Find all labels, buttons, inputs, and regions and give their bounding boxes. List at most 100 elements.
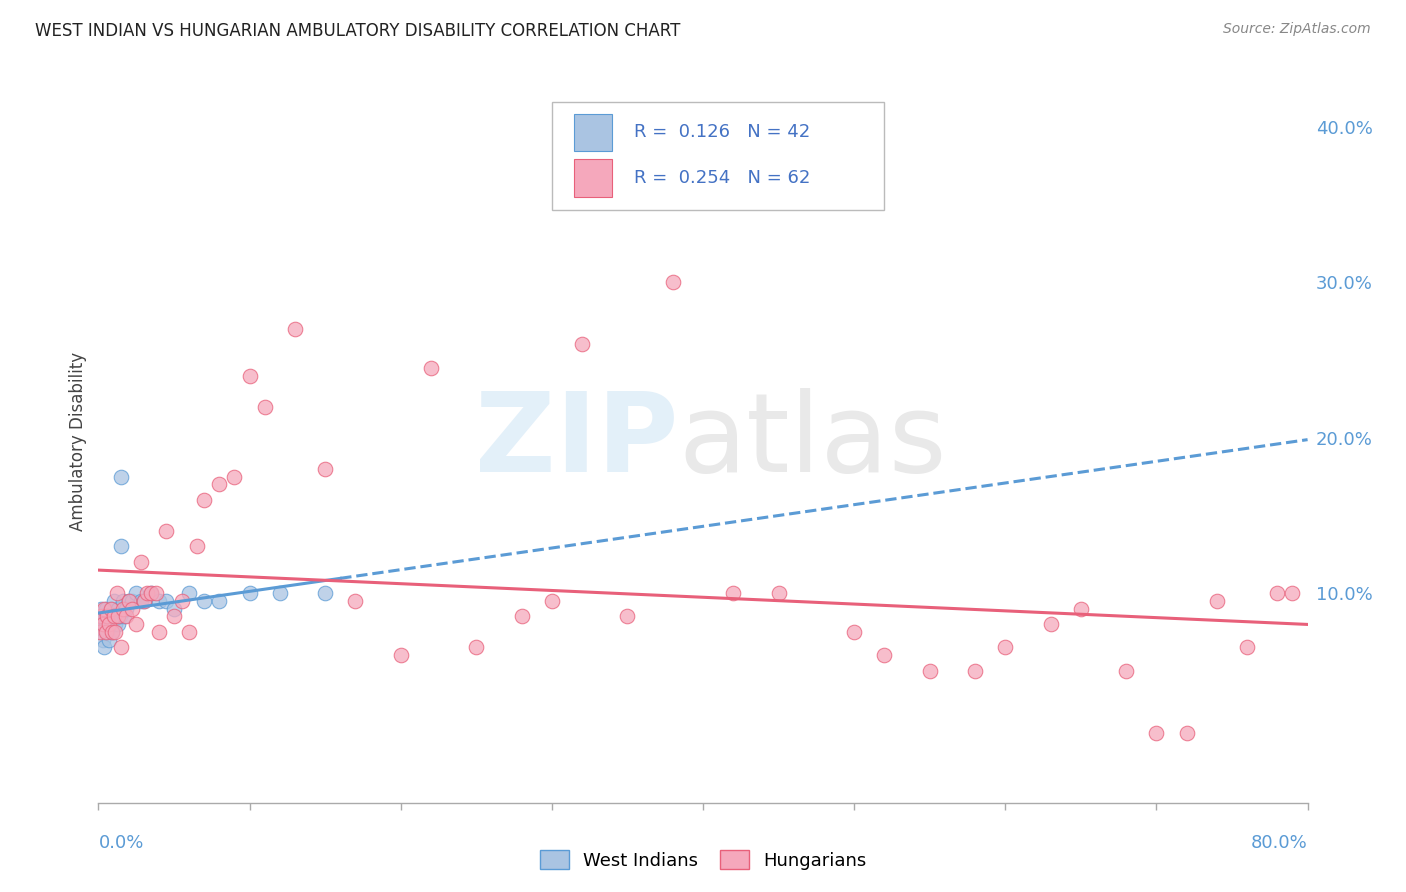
Point [193,492,215,507]
Point [105,609,128,624]
Point [93,601,115,615]
Point [105,586,128,600]
Point [1144,726,1167,740]
Text: 80.0%: 80.0% [1251,834,1308,852]
Point [344,594,367,608]
Point [918,664,941,678]
Point [104,617,127,632]
Point [314,461,336,475]
Point [110,640,132,655]
Point [121,601,143,615]
Point [101,624,124,639]
Text: 0.0%: 0.0% [98,834,143,852]
Point [103,609,125,624]
Point [420,360,443,375]
Point [89,624,111,639]
Point [114,601,136,615]
Point [1070,601,1092,615]
Point [104,624,127,639]
Point [224,469,246,483]
Point [148,594,170,608]
Point [96,609,118,624]
Point [91,609,114,624]
Point [118,594,141,608]
Point [89,617,111,632]
Point [98,632,121,647]
Point [101,624,124,639]
Text: atlas: atlas [679,388,948,495]
Point [208,594,231,608]
Point [768,586,790,600]
FancyBboxPatch shape [574,159,613,196]
Point [540,594,562,608]
Point [129,555,152,569]
Point [141,586,163,600]
Point [96,609,118,624]
Point [1175,726,1198,740]
Point [163,609,186,624]
Point [94,624,117,639]
Point [94,617,117,632]
Point [844,624,866,639]
Point [1267,586,1289,600]
Point [121,594,143,608]
Point [179,586,201,600]
Point [100,617,122,632]
Point [239,586,262,600]
Point [155,594,177,608]
Point [510,609,533,624]
Point [1236,640,1258,655]
Point [389,648,412,663]
Point [108,609,131,624]
Point [129,594,152,608]
Point [723,586,745,600]
Text: R =  0.126   N = 42: R = 0.126 N = 42 [634,123,810,141]
Text: WEST INDIAN VS HUNGARIAN AMBULATORY DISABILITY CORRELATION CHART: WEST INDIAN VS HUNGARIAN AMBULATORY DISA… [35,22,681,40]
Point [118,594,141,608]
Point [186,540,208,554]
Point [1115,664,1137,678]
Point [110,469,132,483]
Point [1281,586,1303,600]
Point [208,477,231,491]
Point [107,609,129,624]
Point [98,617,121,632]
Point [110,540,132,554]
Point [107,617,129,632]
FancyBboxPatch shape [551,102,884,211]
Legend: West Indians, Hungarians: West Indians, Hungarians [533,843,873,877]
Point [100,601,122,615]
Point [253,400,276,414]
Point [148,624,170,639]
Point [135,586,157,600]
Point [132,594,155,608]
Point [269,586,291,600]
Y-axis label: Ambulatory Disability: Ambulatory Disability [69,352,87,531]
Point [90,624,112,639]
Point [103,609,125,624]
Point [179,624,201,639]
Point [114,609,136,624]
Point [965,664,987,678]
Point [111,601,134,615]
Point [465,640,488,655]
Point [91,617,114,632]
Point [170,594,193,608]
Point [661,275,683,289]
Point [125,586,148,600]
Point [93,617,115,632]
Text: R =  0.254   N = 62: R = 0.254 N = 62 [634,169,810,186]
Point [145,586,167,600]
Text: ZIP: ZIP [475,388,679,495]
Point [616,609,638,624]
Point [93,640,115,655]
Text: Source: ZipAtlas.com: Source: ZipAtlas.com [1223,22,1371,37]
Point [112,609,135,624]
Point [90,601,112,615]
Point [994,640,1017,655]
Point [1039,617,1062,632]
Point [132,594,155,608]
Point [314,586,336,600]
Point [284,322,307,336]
Point [111,594,134,608]
